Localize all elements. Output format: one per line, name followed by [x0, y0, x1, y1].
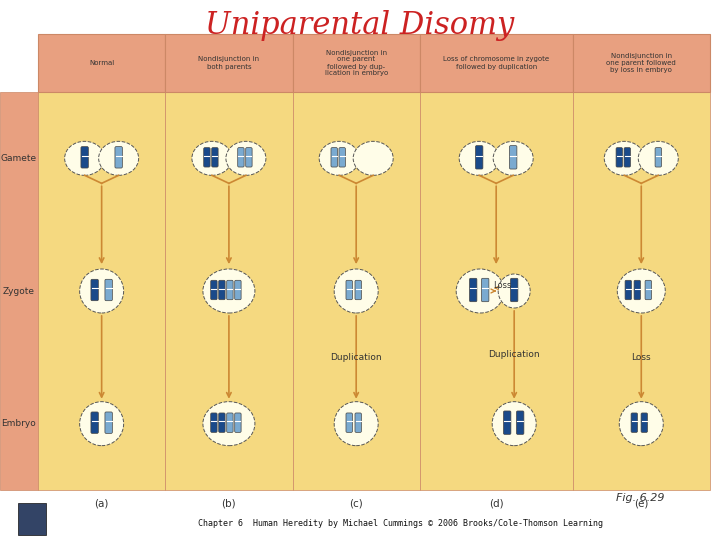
Ellipse shape	[99, 141, 139, 176]
Text: Gamete: Gamete	[1, 154, 37, 163]
FancyBboxPatch shape	[91, 412, 99, 434]
Bar	[166, 34, 292, 92]
FancyBboxPatch shape	[204, 147, 210, 167]
Text: Nondisjunction in
one parent
followed by dup-
lication in embryo: Nondisjunction in one parent followed by…	[325, 50, 388, 77]
Ellipse shape	[80, 402, 124, 446]
Ellipse shape	[334, 402, 378, 446]
Text: Uniparental Disomy: Uniparental Disomy	[205, 10, 515, 41]
FancyBboxPatch shape	[346, 413, 352, 433]
Ellipse shape	[354, 141, 393, 176]
FancyBboxPatch shape	[235, 280, 241, 300]
FancyBboxPatch shape	[503, 411, 511, 434]
Text: (b): (b)	[222, 498, 236, 508]
Text: Nondisjunction in
one parent followed
by loss in embryo: Nondisjunction in one parent followed by…	[606, 53, 676, 73]
Bar	[38, 92, 166, 490]
FancyBboxPatch shape	[238, 147, 244, 167]
Ellipse shape	[492, 402, 536, 446]
FancyBboxPatch shape	[235, 413, 241, 433]
Ellipse shape	[80, 269, 124, 313]
FancyBboxPatch shape	[105, 412, 112, 434]
Bar	[420, 92, 572, 490]
Ellipse shape	[65, 141, 104, 176]
FancyBboxPatch shape	[219, 413, 225, 433]
FancyBboxPatch shape	[246, 147, 252, 167]
FancyBboxPatch shape	[331, 147, 338, 167]
FancyBboxPatch shape	[634, 280, 641, 300]
FancyBboxPatch shape	[91, 279, 99, 301]
Text: (c): (c)	[349, 498, 363, 508]
Bar	[292, 34, 420, 92]
Ellipse shape	[203, 269, 255, 313]
FancyBboxPatch shape	[510, 146, 517, 169]
FancyBboxPatch shape	[641, 413, 647, 433]
Ellipse shape	[498, 274, 530, 308]
Ellipse shape	[192, 141, 232, 176]
Ellipse shape	[456, 269, 504, 313]
FancyBboxPatch shape	[516, 411, 524, 434]
FancyBboxPatch shape	[655, 147, 662, 167]
Text: Loss: Loss	[493, 281, 511, 291]
Bar	[420, 34, 572, 92]
FancyBboxPatch shape	[115, 147, 122, 168]
FancyBboxPatch shape	[105, 279, 112, 301]
FancyBboxPatch shape	[469, 278, 477, 302]
Bar	[572, 34, 710, 92]
FancyBboxPatch shape	[631, 413, 637, 433]
FancyBboxPatch shape	[510, 278, 518, 302]
FancyBboxPatch shape	[211, 280, 217, 300]
FancyBboxPatch shape	[227, 280, 233, 300]
Text: Zygote: Zygote	[3, 287, 35, 295]
FancyBboxPatch shape	[482, 278, 489, 302]
Text: Chapter 6  Human Heredity by Michael Cummings © 2006 Brooks/Cole-Thomson Learnin: Chapter 6 Human Heredity by Michael Cumm…	[197, 519, 603, 528]
FancyBboxPatch shape	[227, 413, 233, 433]
FancyBboxPatch shape	[219, 280, 225, 300]
Bar	[18, 503, 46, 535]
FancyBboxPatch shape	[624, 147, 631, 167]
FancyBboxPatch shape	[475, 146, 483, 169]
Ellipse shape	[493, 141, 534, 176]
Bar	[0, 92, 38, 490]
Text: Loss of chromosome in zygote
followed by duplication: Loss of chromosome in zygote followed by…	[443, 57, 549, 70]
Text: Loss: Loss	[631, 353, 651, 362]
Text: (a): (a)	[94, 498, 109, 508]
Ellipse shape	[203, 402, 255, 446]
FancyBboxPatch shape	[355, 280, 361, 300]
Ellipse shape	[638, 141, 678, 176]
FancyBboxPatch shape	[355, 413, 361, 433]
Ellipse shape	[226, 141, 266, 176]
Ellipse shape	[619, 402, 663, 446]
FancyBboxPatch shape	[625, 280, 631, 300]
FancyBboxPatch shape	[645, 280, 652, 300]
Text: Nondisjunction in
both parents: Nondisjunction in both parents	[198, 57, 259, 70]
Text: Fig. 6.29: Fig. 6.29	[616, 493, 665, 503]
Text: Embryo: Embryo	[1, 419, 37, 428]
Text: (e): (e)	[634, 498, 649, 508]
FancyBboxPatch shape	[81, 147, 89, 168]
Ellipse shape	[604, 141, 644, 176]
Bar	[166, 92, 292, 490]
Ellipse shape	[459, 141, 499, 176]
Bar	[292, 92, 420, 490]
FancyBboxPatch shape	[212, 147, 218, 167]
Text: Duplication: Duplication	[330, 353, 382, 362]
Bar	[572, 92, 710, 490]
Text: (d): (d)	[489, 498, 503, 508]
FancyBboxPatch shape	[616, 147, 623, 167]
FancyBboxPatch shape	[339, 147, 346, 167]
Text: Duplication: Duplication	[488, 350, 540, 359]
FancyBboxPatch shape	[211, 413, 217, 433]
Ellipse shape	[334, 269, 378, 313]
Text: Normal: Normal	[89, 60, 114, 66]
Ellipse shape	[319, 141, 359, 176]
Bar	[38, 34, 166, 92]
FancyBboxPatch shape	[346, 280, 352, 300]
Ellipse shape	[617, 269, 665, 313]
